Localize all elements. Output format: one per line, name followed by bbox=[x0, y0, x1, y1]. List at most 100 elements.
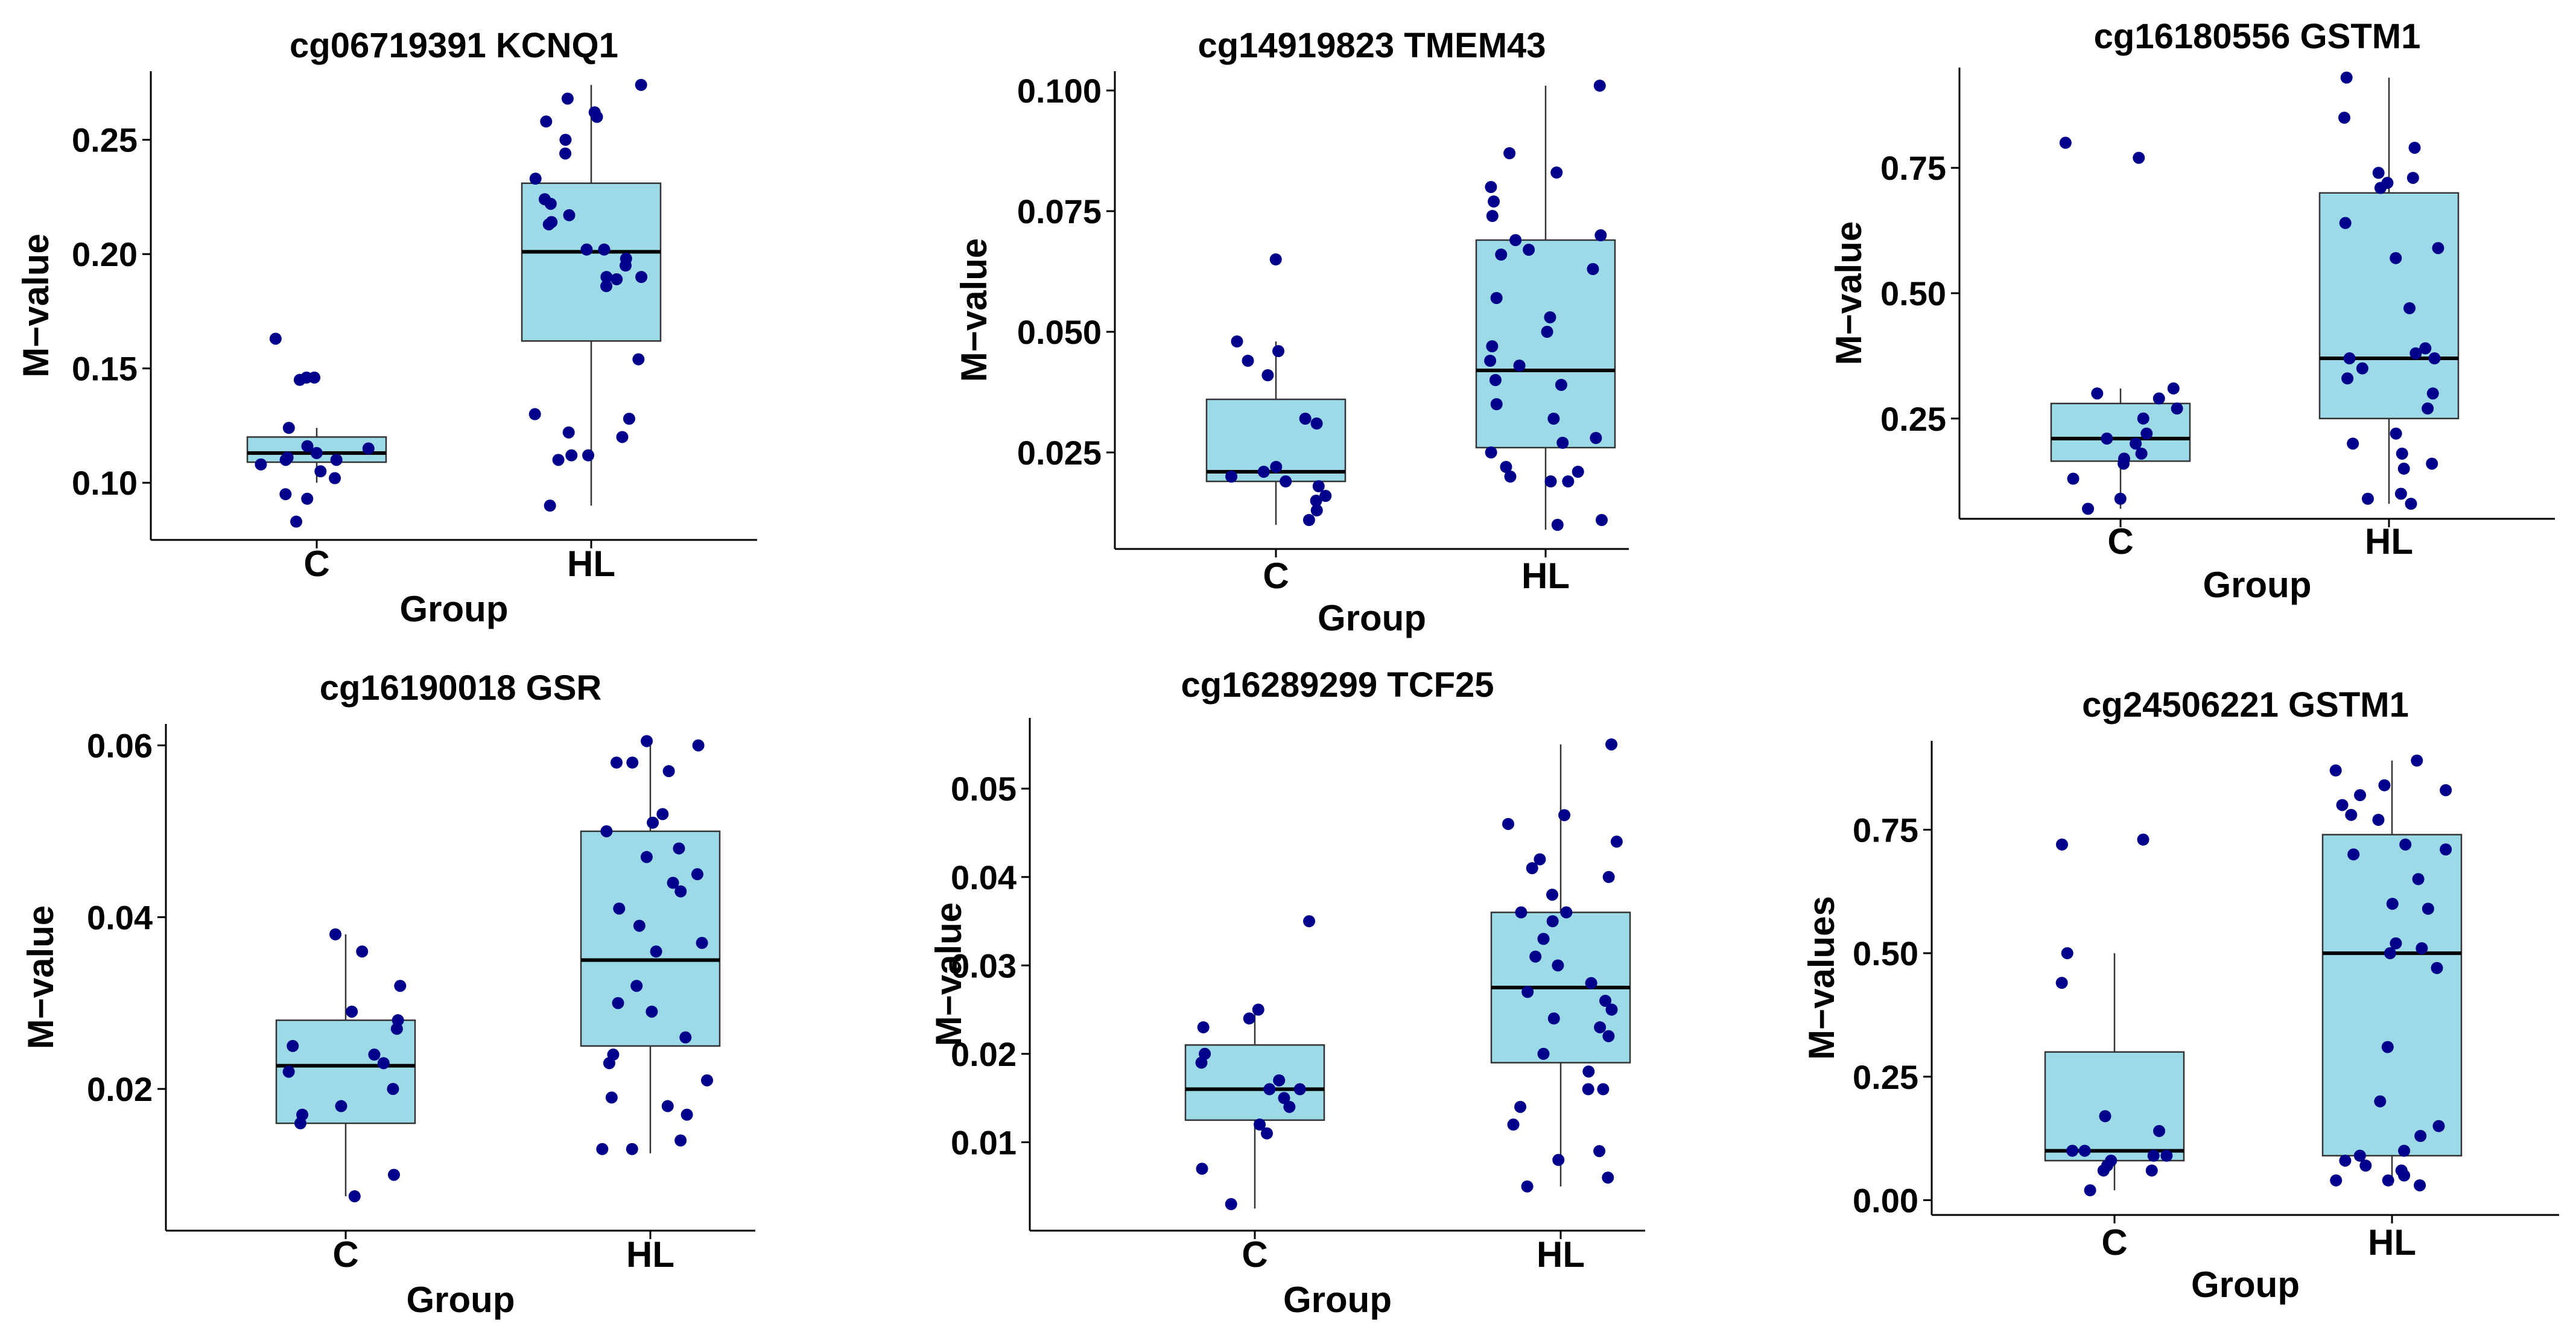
data-point-HL bbox=[2419, 342, 2432, 355]
data-point-C bbox=[294, 1117, 306, 1130]
data-point-HL bbox=[610, 756, 623, 769]
data-point-C bbox=[2137, 833, 2149, 846]
y-tick-label: 0.06 bbox=[87, 727, 153, 765]
data-point-C bbox=[2135, 447, 2148, 460]
iqr-box bbox=[2044, 1051, 2185, 1162]
data-point-HL bbox=[2338, 112, 2350, 124]
data-point-C bbox=[2152, 392, 2165, 405]
data-point-HL bbox=[1534, 853, 1546, 866]
data-point-HL bbox=[2405, 498, 2417, 510]
data-point-C bbox=[1270, 461, 1283, 473]
boxplot-HL bbox=[1475, 86, 1616, 530]
data-point-HL bbox=[2403, 302, 2416, 314]
data-point-C bbox=[1269, 253, 1282, 265]
x-axis-label: Group bbox=[2203, 565, 2312, 605]
data-point-C bbox=[1273, 1074, 1286, 1086]
data-point-C bbox=[2097, 1164, 2110, 1177]
data-point-HL bbox=[1546, 915, 1559, 928]
data-point-HL bbox=[591, 110, 603, 123]
data-point-HL bbox=[1486, 210, 1499, 222]
boxplot-C bbox=[275, 934, 416, 1197]
data-point-C bbox=[314, 465, 327, 478]
data-point-HL bbox=[632, 353, 645, 366]
data-point-C bbox=[2167, 382, 2180, 395]
data-point-HL bbox=[2343, 352, 2356, 365]
data-point-HL bbox=[1582, 1065, 1595, 1078]
data-point-HL bbox=[1537, 1047, 1550, 1060]
data-point-HL bbox=[552, 454, 565, 466]
data-point-HL bbox=[635, 78, 647, 91]
chart-title: cg14919823 TMEM43 bbox=[1198, 26, 1546, 65]
iqr-box bbox=[1184, 1044, 1325, 1121]
data-point-C bbox=[255, 458, 267, 471]
data-point-C bbox=[1283, 1100, 1296, 1113]
x-axis-label: Group bbox=[1318, 598, 1426, 638]
data-point-C bbox=[1280, 475, 1292, 487]
data-point-HL bbox=[1590, 432, 1602, 444]
chart-title: cg16180556 GSTM1 bbox=[2094, 17, 2421, 56]
x-tick-label: HL bbox=[626, 1234, 674, 1275]
data-point-C bbox=[282, 1065, 295, 1078]
data-point-HL bbox=[1490, 398, 1503, 410]
data-point-HL bbox=[2406, 171, 2419, 184]
data-point-HL bbox=[2382, 1174, 2394, 1187]
data-point-C bbox=[390, 1023, 403, 1035]
data-point-HL bbox=[641, 735, 653, 747]
data-point-HL bbox=[582, 449, 595, 461]
data-point-C bbox=[1252, 1003, 1264, 1016]
chart-panel-3: cg16180556 GSTM1 0.25 0.50 0.75 C HL Group M−va… bbox=[1829, 17, 2555, 605]
data-point-HL bbox=[1544, 311, 1556, 323]
y-tick-label: 0.50 bbox=[1853, 934, 1918, 972]
data-point-HL bbox=[2398, 1169, 2411, 1182]
data-point-HL bbox=[1602, 871, 1615, 883]
data-point-HL bbox=[596, 1143, 609, 1155]
data-point-HL bbox=[1484, 355, 1497, 367]
data-point-HL bbox=[563, 209, 576, 221]
data-point-HL bbox=[1521, 986, 1534, 998]
data-point-HL bbox=[1602, 1030, 1615, 1042]
data-point-HL bbox=[2398, 1144, 2411, 1157]
x-axis-label: Group bbox=[407, 1280, 515, 1320]
data-point-HL bbox=[633, 919, 646, 932]
data-point-C bbox=[387, 1083, 399, 1096]
y-tick-label: 0.025 bbox=[1017, 434, 1102, 472]
y-tick-label: 0.25 bbox=[1853, 1058, 1918, 1096]
data-point-C bbox=[300, 371, 313, 384]
data-point-C bbox=[2114, 492, 2127, 505]
data-point-HL bbox=[674, 885, 687, 898]
data-point-HL bbox=[2412, 873, 2425, 886]
data-point-HL bbox=[2432, 1120, 2445, 1132]
x-tick-label: C bbox=[2107, 521, 2133, 562]
y-tick-label: 0.25 bbox=[1880, 400, 1946, 438]
data-point-HL bbox=[2359, 1159, 2372, 1172]
data-point-HL bbox=[2354, 789, 2367, 802]
data-point-HL bbox=[1556, 437, 1569, 449]
chart-panel-2: cg14919823 TMEM43 0.025 0.050 0.075 0.100 C HL… bbox=[954, 26, 1629, 638]
data-point-HL bbox=[559, 147, 572, 160]
x-axis-label: Group bbox=[1283, 1280, 1392, 1320]
data-point-HL bbox=[2414, 1179, 2426, 1191]
data-point-C bbox=[330, 454, 343, 466]
data-point-HL bbox=[1558, 809, 1571, 822]
data-point-HL bbox=[612, 997, 624, 1009]
data-point-C bbox=[2067, 472, 2080, 485]
data-point-C bbox=[346, 1005, 358, 1018]
data-point-HL bbox=[1489, 374, 1502, 386]
x-tick-label: C bbox=[1263, 556, 1289, 596]
data-point-C bbox=[1310, 495, 1322, 507]
data-point-C bbox=[1293, 1083, 1306, 1096]
data-point-HL bbox=[603, 1057, 615, 1070]
data-point-HL bbox=[1507, 1118, 1520, 1131]
data-point-HL bbox=[1526, 862, 1538, 875]
data-point-C bbox=[1231, 335, 1243, 347]
data-point-C bbox=[2171, 402, 2183, 415]
data-point-HL bbox=[605, 1091, 618, 1104]
data-point-C bbox=[1310, 504, 1323, 516]
data-point-C bbox=[1242, 355, 1254, 367]
data-point-C bbox=[2118, 457, 2130, 470]
data-point-C bbox=[2133, 151, 2145, 164]
data-point-C bbox=[2082, 503, 2095, 515]
x-tick-label: HL bbox=[2365, 521, 2413, 562]
data-point-C bbox=[2140, 427, 2153, 440]
data-point-HL bbox=[1523, 244, 1535, 256]
